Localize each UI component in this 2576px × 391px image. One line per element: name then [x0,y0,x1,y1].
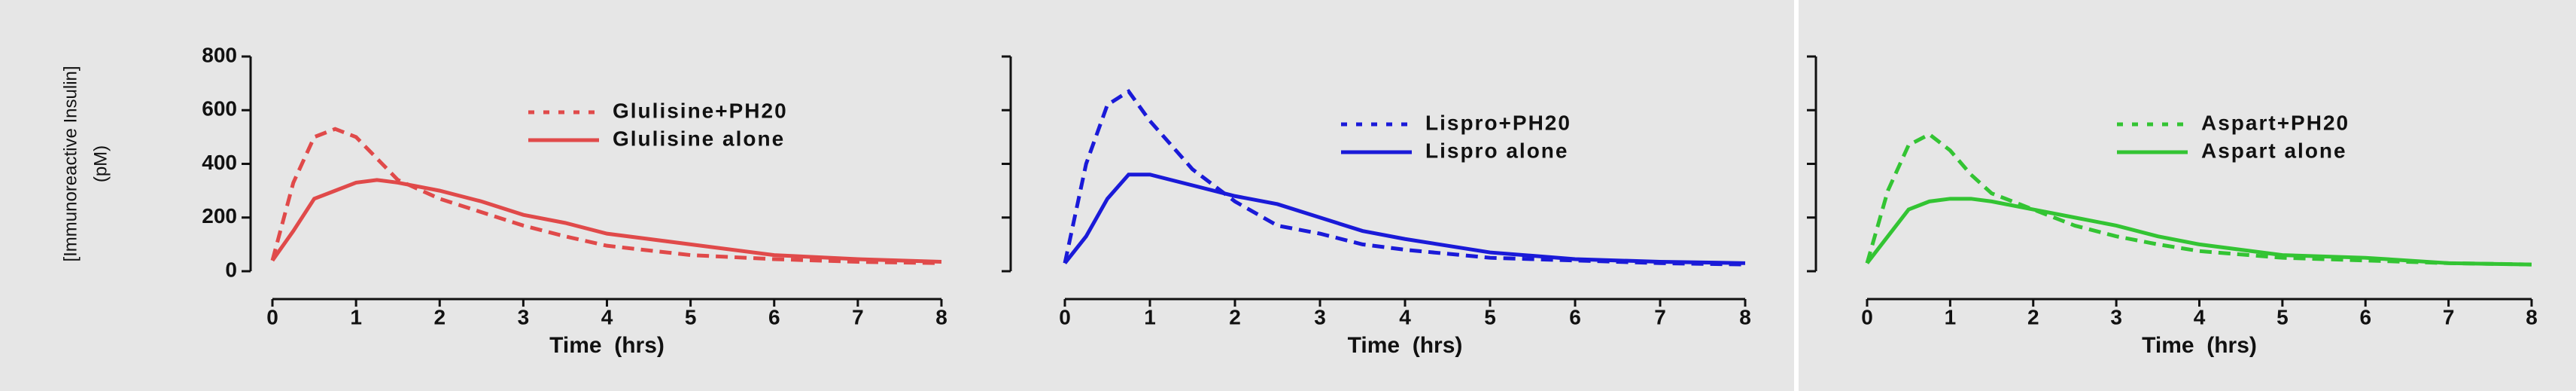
x-tick-label: 0 [1861,305,1873,328]
series-line [270,178,942,264]
x-tick-label: 0 [1059,305,1071,328]
legend-label: Lispro alone [1425,139,1568,162]
x-tick-label: 3 [2110,305,2122,328]
x-tick-label: 1 [1144,305,1156,328]
x-tick-label: 8 [935,305,947,328]
x-tick-label: 2 [433,305,446,328]
panel-separator [1794,0,1799,391]
x-tick-label: 6 [1569,305,1581,328]
x-tick-label: 4 [601,305,613,328]
series-line [270,127,942,265]
x-tick-label: 4 [2194,305,2206,328]
series-line [1063,173,1746,265]
y-tick-label: 600 [202,97,237,121]
legend-label: Glulisine alone [613,127,785,150]
x-tick-label: 0 [266,305,278,328]
x-axis-label: Time (hrs) [1348,333,1463,358]
series-line [1865,132,2532,267]
x-tick-label: 3 [1314,305,1326,328]
x-tick-label: 7 [1654,305,1666,328]
legend-label: Glulisine+PH20 [613,99,788,122]
x-axis-label: Time (hrs) [2142,333,2257,358]
x-tick-label: 7 [852,305,864,328]
x-tick-label: 1 [350,305,362,328]
legend-label: Aspart alone [2201,139,2347,162]
x-tick-label: 4 [1399,305,1411,328]
x-tick-label: 6 [768,305,780,328]
series-line [1866,197,2532,267]
x-tick-label: 5 [685,305,697,328]
x-tick-label: 3 [518,305,530,328]
x-tick-label: 8 [2526,305,2538,328]
x-tick-label: 6 [2359,305,2371,328]
x-tick-label: 8 [1739,305,1751,328]
y-axis-label: [Immunoreactive Insulin] [60,66,81,261]
x-tick-label: 5 [1484,305,1496,328]
x-tick-label: 5 [2276,305,2289,328]
y-tick-label: 800 [202,43,237,66]
y-tick-label: 400 [202,151,237,174]
series-line [1063,88,1746,267]
y-tick-label: 200 [202,204,237,228]
x-axis-label: Time (hrs) [549,333,665,358]
x-tick-label: 1 [1945,305,1957,328]
y-axis-label: (pM) [90,145,111,182]
y-tick-label: 0 [225,258,237,281]
x-tick-label: 2 [1229,305,1241,328]
legend-label: Lispro+PH20 [1425,111,1571,134]
x-tick-label: 7 [2443,305,2455,328]
legend-label: Aspart+PH20 [2201,111,2349,134]
x-tick-label: 2 [2027,305,2039,328]
